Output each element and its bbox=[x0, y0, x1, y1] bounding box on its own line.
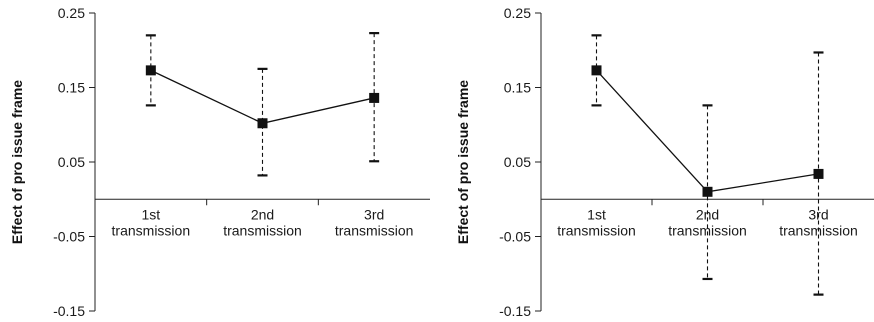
y-tick-label: -0.05 bbox=[499, 229, 531, 245]
x-tick-label-line: transmission bbox=[112, 222, 191, 238]
y-axis-label: Effect of pro issue frame bbox=[455, 80, 471, 244]
y-tick-label: 0.15 bbox=[58, 80, 85, 96]
x-tick-label-line: transmission bbox=[557, 222, 636, 238]
x-tick-label-line: transmission bbox=[668, 222, 747, 238]
x-tick-label: 1st transmission bbox=[557, 206, 636, 238]
y-tick-label: 0.25 bbox=[504, 5, 531, 21]
data-point bbox=[257, 118, 268, 129]
data-point bbox=[369, 92, 380, 103]
y-tick-label: 0.15 bbox=[504, 80, 531, 96]
x-tick-label: 2nd transmission bbox=[223, 206, 302, 238]
y-tick-label: -0.15 bbox=[499, 303, 531, 319]
y-tick-label: -0.15 bbox=[53, 303, 85, 319]
y-tick-label: 0.25 bbox=[58, 5, 85, 21]
x-tick-label-line: 1st bbox=[141, 206, 160, 222]
data-point bbox=[145, 65, 156, 76]
y-tick-label: -0.05 bbox=[53, 229, 85, 245]
x-tick-label-line: 2nd bbox=[251, 206, 274, 222]
data-point bbox=[591, 65, 602, 76]
x-tick-label-line: 1st bbox=[587, 206, 606, 222]
x-tick-label-line: transmission bbox=[223, 222, 302, 238]
y-tick-label: 0.05 bbox=[504, 154, 531, 170]
y-tick-label: 0.05 bbox=[58, 154, 85, 170]
x-tick-label: 1st transmission bbox=[112, 206, 191, 238]
x-tick-label: 3rd transmission bbox=[335, 206, 414, 238]
data-point bbox=[702, 186, 713, 197]
data-point bbox=[813, 168, 824, 179]
x-tick-label-line: 3rd bbox=[364, 206, 384, 222]
y-axis-label: Effect of pro issue frame bbox=[9, 80, 25, 244]
x-tick-label-line: transmission bbox=[335, 222, 414, 238]
series-line bbox=[596, 69, 819, 193]
